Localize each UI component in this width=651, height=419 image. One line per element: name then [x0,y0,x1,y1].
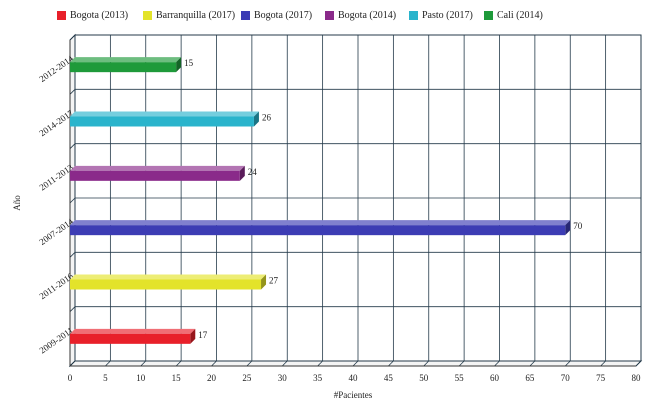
gridline-floor [105,360,111,367]
legend-label: Bogota (2014) [338,10,397,21]
gridline-floor [529,360,536,367]
gridline-floor [175,360,182,367]
gridline-side [69,360,76,367]
bar-data-label: 26 [262,113,272,123]
gridline-floor [600,360,606,367]
gridline-floor [458,360,465,367]
legend-label: Cali (2014) [497,10,543,21]
legend-item: Cali (2014) [484,10,543,21]
bar [70,333,191,344]
gridline-floor [281,360,288,367]
bar-data-label: 70 [573,221,583,231]
gridline-floor [317,360,323,367]
legend-item: Pasto (2017) [409,10,473,21]
bar-end [190,328,196,344]
bar-end [239,165,245,181]
legend-label: Barranquilla (2017) [156,10,236,21]
bar-data-label: 27 [269,276,279,286]
bar-top [70,220,571,226]
bar [70,225,566,236]
legend-item: Barranquilla (2017) [143,10,235,21]
bar [70,279,262,290]
gridline-floor [211,360,217,367]
gridline-floor [423,360,430,367]
bar-data-label: 17 [198,330,208,340]
x-tick-label: 60 [490,373,500,383]
bar-data-label: 15 [184,58,194,68]
legend-swatch [484,11,493,20]
gridline-side [69,197,76,204]
bar-end [565,220,571,236]
legend-swatch [409,11,418,20]
x-tick-label: 80 [632,373,642,383]
x-tick-label: 5 [103,373,108,383]
legend-item: Bogota (2014) [325,10,396,21]
x-tick-label: 40 [349,373,359,383]
x-tick-label: 50 [419,373,429,383]
x-tick-label: 25 [242,373,252,383]
chart-legend: Bogota (2013) Barranquilla (2017) Bogota (… [0,10,651,30]
x-tick-label: 30 [278,373,288,383]
x-tick-label: 20 [207,373,217,383]
x-tick-label: 75 [596,373,606,383]
x-tick-label: 70 [561,373,571,383]
bar-top [70,111,259,117]
legend-label: Pasto (2017) [422,10,473,21]
bar [70,170,240,181]
gridline-side [69,306,76,312]
gridline-floor [635,360,642,367]
gridline-floor [352,360,359,367]
x-tick-label: 0 [68,373,73,383]
gridline-floor [564,360,571,367]
gridline-side [69,143,76,149]
legend-item: Bogota (2017) [241,10,312,21]
y-axis-title: Año [12,195,22,211]
x-tick-label: 15 [172,373,182,383]
bar-end [253,111,259,127]
gridline-side [69,252,76,258]
legend-swatch [325,11,334,20]
gridline-floor [494,360,500,367]
bar-top [70,57,182,63]
gridline-floor [246,360,253,367]
gridline-floor [388,360,394,367]
legend-swatch [143,11,152,20]
bar-end [176,57,182,73]
bar-end [261,274,267,290]
bar [70,62,177,73]
legend-label: Bogota (2017) [254,10,313,21]
bar-top [70,274,267,280]
bar-top [70,328,196,334]
legend-swatch [57,11,66,20]
legend-label: Bogota (2013) [70,10,129,21]
x-tick-label: 35 [313,373,323,383]
x-tick-label: 55 [455,373,465,383]
bar [70,116,254,127]
x-tick-label: 10 [136,373,146,383]
gridline-side [69,34,76,41]
gridline-side [69,89,76,95]
gridline-floor [140,360,147,367]
bar-top [70,165,245,171]
x-tick-label: 65 [525,373,535,383]
x-axis-title: #Pacientes [334,390,373,400]
legend-item: Bogota (2013) [57,10,128,21]
y-tick-label: 2009-2011 [38,325,75,355]
x-tick-label: 45 [384,373,394,383]
legend-swatch [241,11,250,20]
bar-data-label: 24 [248,167,257,177]
